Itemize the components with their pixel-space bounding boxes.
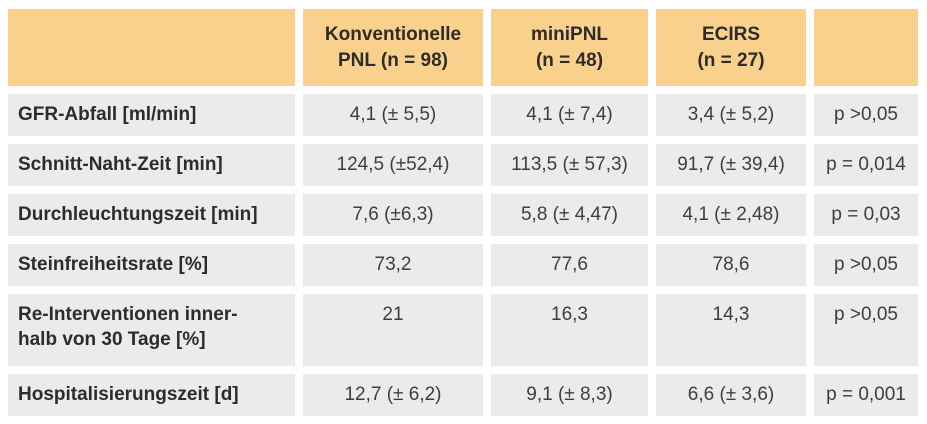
value-cell: 14,3 [656, 294, 806, 366]
value-cell: 113,5 (± 57,3) [491, 144, 648, 186]
row-label: Re-Interventionen inner- halb von 30 Tag… [8, 294, 295, 366]
value-cell: 4,1 (± 7,4) [491, 94, 648, 136]
table-row-hospitalisierungszeit: Hospitalisierungszeit [d] 12,7 (± 6,2) 9… [8, 374, 918, 416]
table-row-durchleuchtungszeit: Durchleuchtungszeit [min] 7,6 (±6,3) 5,8… [8, 194, 918, 236]
row-label: Hospitalisierungszeit [d] [8, 374, 295, 416]
value-cell: 3,4 (± 5,2) [656, 94, 806, 136]
value-cell: 9,1 (± 8,3) [491, 374, 648, 416]
p-value-cell: p >0,05 [814, 294, 918, 366]
value-cell: 12,7 (± 6,2) [303, 374, 483, 416]
value-cell: 77,6 [491, 244, 648, 286]
column-header-konventionelle-pnl: Konventionelle PNL (n = 98) [303, 9, 483, 86]
value-cell: 124,5 (±52,4) [303, 144, 483, 186]
value-cell: 5,8 (± 4,47) [491, 194, 648, 236]
row-label: Durchleuchtungszeit [min] [8, 194, 295, 236]
row-label: Steinfreiheitsrate [%] [8, 244, 295, 286]
value-cell: 73,2 [303, 244, 483, 286]
table-row-steinfreiheitsrate: Steinfreiheitsrate [%] 73,2 77,6 78,6 p … [8, 244, 918, 286]
value-cell: 4,1 (± 5,5) [303, 94, 483, 136]
value-cell: 7,6 (±6,3) [303, 194, 483, 236]
row-label: Schnitt-Naht-Zeit [min] [8, 144, 295, 186]
value-cell: 6,6 (± 3,6) [656, 374, 806, 416]
value-cell: 4,1 (± 2,48) [656, 194, 806, 236]
value-cell: 16,3 [491, 294, 648, 366]
column-header-ecirs: ECIRS (n = 27) [656, 9, 806, 86]
p-value-cell: p = 0,001 [814, 374, 918, 416]
value-cell: 21 [303, 294, 483, 366]
p-value-cell: p = 0,03 [814, 194, 918, 236]
p-value-cell: p = 0,014 [814, 144, 918, 186]
column-header-minipnl: miniPNL (n = 48) [491, 9, 648, 86]
table-row-gfr-abfall: GFR-Abfall [ml/min] 4,1 (± 5,5) 4,1 (± 7… [8, 94, 918, 136]
row-label: GFR-Abfall [ml/min] [8, 94, 295, 136]
header-row: Konventionelle PNL (n = 98) miniPNL (n =… [8, 9, 918, 86]
corner-cell [8, 9, 295, 86]
table-row-re-interventionen: Re-Interventionen inner- halb von 30 Tag… [8, 294, 918, 366]
table-row-schnitt-naht-zeit: Schnitt-Naht-Zeit [min] 124,5 (±52,4) 11… [8, 144, 918, 186]
p-value-cell: p >0,05 [814, 244, 918, 286]
p-value-cell: p >0,05 [814, 94, 918, 136]
p-column-header-cell [814, 9, 918, 86]
value-cell: 78,6 [656, 244, 806, 286]
value-cell: 91,7 (± 39,4) [656, 144, 806, 186]
